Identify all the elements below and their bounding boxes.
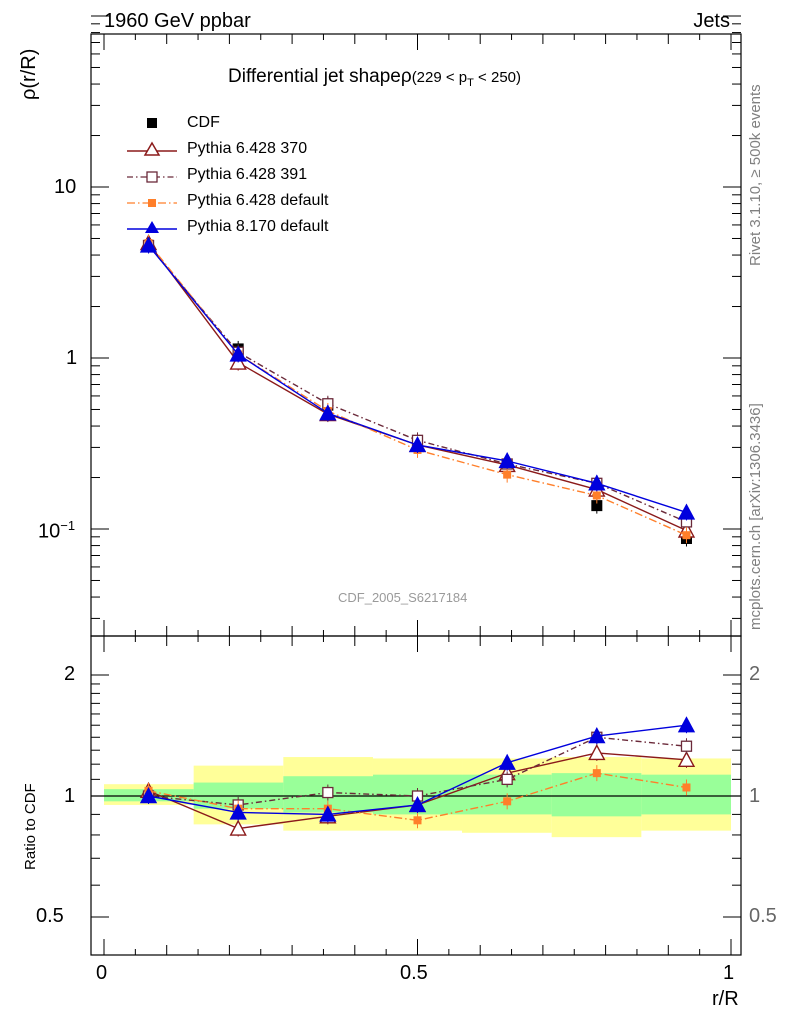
lower-point-3-6: [677, 716, 696, 733]
x-tick-0p5: 0.5: [400, 962, 428, 984]
lower-point-2-5: [592, 769, 601, 778]
lower-point-2-3: [413, 816, 422, 825]
upper-point-4-6: [677, 503, 696, 520]
xlabel: r/R: [712, 988, 739, 1010]
lower-point-3-0: [139, 787, 158, 804]
lower-point-1-2: [322, 786, 334, 799]
upper-point-4-2: [319, 404, 337, 421]
upper-point-4-1: [229, 345, 247, 362]
upper-tick-0p1: 10−1: [38, 518, 75, 544]
upper-point-0-5: [591, 500, 603, 512]
lower-point-1-4: [501, 773, 513, 786]
lower-tick-05-right: 0.5: [749, 905, 777, 927]
legend-marker-pydef: [127, 199, 177, 207]
lower-point-3-1: [229, 803, 247, 820]
upper-point-4-5: [588, 474, 606, 491]
lower-point-3-3: [408, 795, 427, 813]
plot-title-range-sub: T: [467, 77, 474, 89]
x-tick-1: 1: [723, 962, 735, 984]
upper-point-4-0: [139, 236, 158, 253]
x-tick-0: 0: [96, 962, 108, 984]
lower-tick-1-left: 1: [64, 785, 76, 807]
legend-label-cdf: CDF: [187, 114, 220, 131]
lower-point-0-1: [229, 819, 247, 836]
lower-point-0-6: [677, 750, 696, 768]
upper-tick-1: 1: [66, 347, 78, 369]
lower-point-0-5: [588, 743, 606, 761]
upper-point-4-3: [408, 435, 427, 453]
lower-tick-1-right: 1: [749, 785, 761, 807]
legend-label-py8: Pythia 8.170 default: [187, 218, 329, 235]
mcplots-label: mcplots.cern.ch [arXiv:1306.3436]: [747, 403, 764, 630]
process-label: Jets: [693, 10, 730, 32]
rivet-label: Rivet 3.1.10, ≥ 500k events: [747, 84, 764, 266]
plot-title-range-open: (229 < p: [411, 69, 468, 86]
lower-point-3-4: [498, 753, 516, 770]
plot-title: Differential jet shapeρ(229 < pT < 250): [228, 66, 521, 89]
upper-tick-10: 10: [54, 176, 77, 198]
upper-point-3-6: [682, 531, 691, 540]
lower-point-2-6: [682, 783, 691, 792]
upper-ylabel: ρ(r/R): [18, 48, 40, 100]
lower-tick-2-left: 2: [64, 663, 76, 685]
upper-line-2: [147, 245, 687, 523]
legend-label-py391: Pythia 6.428 391: [187, 166, 308, 183]
upper-point-3-4: [503, 470, 512, 479]
lower-tick-05-left: 0.5: [36, 905, 64, 927]
legend-marker-cdf: [147, 118, 157, 128]
legend-marker-py391: [127, 171, 177, 183]
plot-title-main: Differential jet shapeρ: [228, 66, 412, 87]
lower-point-3-5: [588, 727, 606, 744]
lower-point-1-6: [680, 740, 693, 752]
upper-tick-0p1-base: 10: [38, 520, 61, 543]
lower-point-2-4: [503, 797, 512, 806]
energy-label: 1960 GeV ppbar: [104, 10, 251, 32]
lower-point-3-2: [319, 805, 337, 822]
lower-ylabel: Ratio to CDF: [22, 783, 39, 870]
legend-label-pydef: Pythia 6.428 default: [187, 192, 329, 209]
plot-title-range-close: < 250): [473, 69, 522, 86]
legend-marker-py8: [127, 221, 177, 233]
upper-point-4-4: [498, 451, 516, 469]
legend-label-py370: Pythia 6.428 370: [187, 140, 308, 157]
lower-tick-2-right: 2: [749, 663, 761, 685]
analysis-id: CDF_2005_S6217184: [338, 590, 468, 605]
upper-line-3: [147, 242, 687, 536]
upper-point-3-5: [592, 491, 601, 500]
upper-tick-0p1-exp: −1: [60, 518, 76, 533]
legend-marker-py370: [127, 141, 177, 156]
upper-line-4: [147, 245, 687, 514]
upper-line-1: [147, 242, 687, 532]
